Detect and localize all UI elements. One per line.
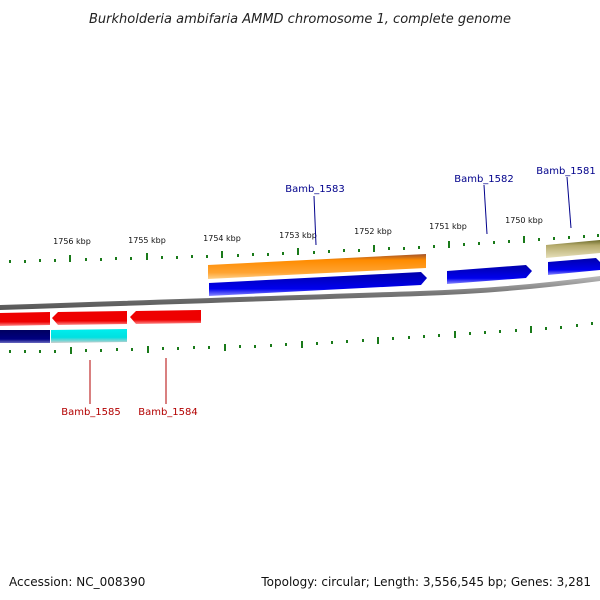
kbp-label: 1755 kbp xyxy=(128,236,166,245)
map-title: Burkholderia ambifaria AMMD chromosome 1… xyxy=(89,12,511,27)
gene-bamb-1581-olive[interactable] xyxy=(546,240,600,258)
accession-text: Accession: NC_008390 xyxy=(9,575,145,589)
gene-bamb-1583-blue[interactable] xyxy=(209,272,427,296)
gene-red-left[interactable] xyxy=(0,312,50,326)
kbp-label: 1753 kbp xyxy=(279,231,317,240)
kbp-label: 1754 kbp xyxy=(203,234,241,243)
kbp-labels: 1756 kbp 1755 kbp 1754 kbp 1753 kbp 1752… xyxy=(53,216,543,246)
genome-backbone xyxy=(0,276,600,310)
kbp-label: 1750 kbp xyxy=(505,216,543,225)
gene-bamb-1585-cyan[interactable] xyxy=(51,329,127,343)
gene-label-bamb-1583: Bamb_1583 xyxy=(285,184,345,195)
gene-bamb-1583-orange[interactable] xyxy=(208,254,426,279)
kbp-label: 1756 kbp xyxy=(53,237,91,246)
upper-tick-row xyxy=(9,234,599,263)
gene-bamb-1581-blue[interactable] xyxy=(548,258,600,275)
kbp-label: 1752 kbp xyxy=(354,227,392,236)
gene-bamb-1582[interactable] xyxy=(447,265,532,284)
lower-gene-callouts: Bamb_1585 Bamb_1584 xyxy=(61,358,198,418)
upper-gene-callouts: Bamb_1583 Bamb_1582 Bamb_1581 xyxy=(285,166,596,246)
gene-label-bamb-1584: Bamb_1584 xyxy=(138,407,198,418)
lower-tick-row xyxy=(9,322,593,354)
gene-label-bamb-1581: Bamb_1581 xyxy=(536,166,596,177)
gene-bamb-1584[interactable] xyxy=(130,310,201,324)
gene-label-bamb-1582: Bamb_1582 xyxy=(454,174,514,185)
gene-navy-left[interactable] xyxy=(0,330,50,343)
forward-genes xyxy=(208,240,600,296)
summary-text: Topology: circular; Length: 3,556,545 bp… xyxy=(260,575,591,589)
gene-bamb-1585[interactable] xyxy=(52,311,127,325)
reverse-genes xyxy=(0,310,201,343)
gene-label-bamb-1585: Bamb_1585 xyxy=(61,407,121,418)
kbp-label: 1751 kbp xyxy=(429,222,467,231)
